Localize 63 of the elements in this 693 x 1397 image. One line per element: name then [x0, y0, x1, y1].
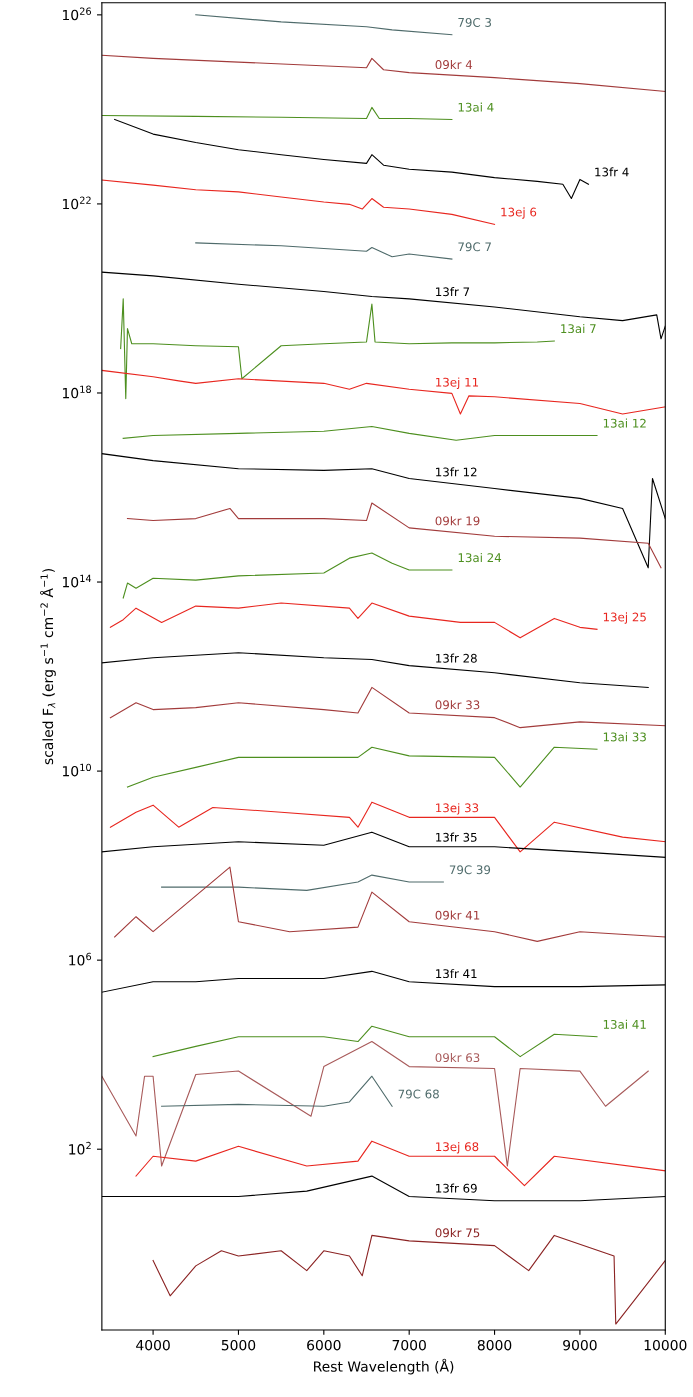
series-label: 79C 68 — [398, 1089, 439, 1099]
line-series — [101, 106, 453, 121]
series-label: 13fr 28 — [436, 653, 477, 663]
series-label: 79C 3 — [458, 17, 492, 27]
series-label: 13ai 24 — [458, 552, 502, 563]
series-label: 09kr 19 — [435, 516, 480, 526]
series-label: 79C 7 — [458, 242, 491, 252]
y-tick-label: 10$^{14}$ — [62, 574, 92, 588]
series-label: 09kr 33 — [435, 700, 480, 710]
y-tick-label: 10$^{26}$ — [62, 7, 92, 21]
line-series — [122, 425, 598, 441]
series-label: 13fr 69 — [436, 1183, 477, 1193]
y-tick-label: 10$^{10}$ — [62, 763, 91, 777]
line-series — [109, 686, 666, 729]
line-series — [126, 746, 598, 788]
y-tick-label: 10$^{18}$ — [62, 385, 91, 399]
series-label: 13fr 41 — [436, 968, 477, 979]
series-label: 09kr 75 — [435, 1228, 480, 1238]
x-tick-label: 7000 — [392, 1339, 426, 1351]
series-label: 79C 39 — [449, 865, 491, 875]
line-series — [114, 866, 666, 942]
x-tick-label: 5000 — [221, 1339, 256, 1351]
x-tick-label: 10000 — [644, 1339, 687, 1351]
line-series — [161, 874, 444, 891]
series-label: 13fr 4 — [595, 167, 629, 177]
line-series — [161, 1075, 393, 1107]
line-series — [122, 552, 453, 599]
series-label: 09kr 63 — [435, 1052, 480, 1063]
line-series — [195, 242, 453, 260]
y-tick-label: 10$^{2}$ — [69, 1141, 91, 1155]
series-label: 13ai 7 — [561, 323, 596, 334]
line-series — [109, 801, 666, 853]
line-series — [101, 1040, 649, 1167]
series-label: 13ai 12 — [603, 418, 646, 428]
line-series — [120, 298, 555, 400]
x-axis-title: Rest Wavelength (Å) — [314, 1358, 454, 1375]
line-series — [101, 369, 666, 415]
line-series — [195, 14, 453, 36]
line-series — [101, 179, 496, 225]
line-series — [126, 502, 662, 569]
x-tick-label: 6000 — [307, 1339, 341, 1351]
series-label: 13fr 35 — [436, 832, 477, 842]
series-label: 13ej 33 — [436, 803, 479, 815]
y-tick-label: 10$^{22}$ — [62, 196, 91, 210]
series-label: 13ej 11 — [436, 377, 479, 389]
series-label: 09kr 41 — [435, 910, 480, 920]
series-label: 13ai 33 — [603, 732, 646, 742]
line-series — [101, 54, 666, 92]
y-tick-label: 10$^{6}$ — [69, 952, 92, 966]
line-series — [109, 602, 598, 639]
series-label: 13ej 6 — [501, 207, 537, 219]
series-label: 09kr 4 — [435, 59, 473, 70]
series-label: 13fr 7 — [436, 287, 470, 297]
x-tick-label: 4000 — [136, 1339, 170, 1351]
series-label: 13fr 12 — [436, 467, 477, 477]
series-label: 13ai 41 — [603, 1019, 646, 1029]
x-tick-label: 8000 — [477, 1339, 512, 1351]
series-label: 13ej 25 — [603, 612, 646, 624]
x-tick-label: 9000 — [563, 1339, 597, 1351]
series-label: 13ej 68 — [436, 1142, 479, 1154]
line-series — [114, 118, 590, 200]
series-label: 13ai 4 — [458, 102, 494, 112]
text: scaled F$_{λ}$ (erg s$^{−1}$ cm$^{−2}$ Å$^{−1}$) — [40, 568, 56, 765]
